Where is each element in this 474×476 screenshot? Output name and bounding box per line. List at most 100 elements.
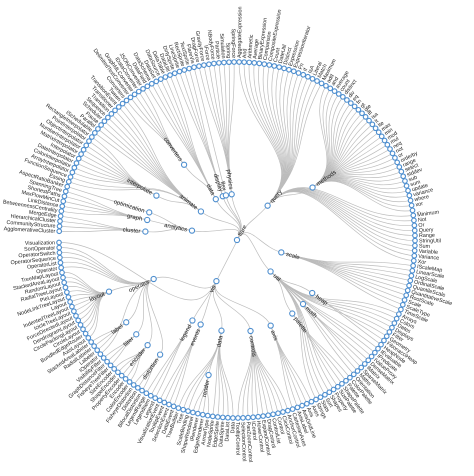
tree-leaf-node[interactable]: IScaleMap xyxy=(410,262,443,274)
tree-leaf-node[interactable]: neq xyxy=(387,140,403,152)
tree-leaf-node[interactable]: Literal xyxy=(309,61,324,82)
node-circle xyxy=(347,374,353,381)
node-circle xyxy=(58,208,65,215)
tree-branch-node[interactable]: events xyxy=(190,321,204,347)
tree-leaf-node[interactable]: IsA xyxy=(305,65,317,80)
tree-leaf-node[interactable]: xor xyxy=(408,201,424,208)
tree-leaf-node[interactable]: SelectionControl xyxy=(239,415,247,462)
tree-branch-node[interactable]: physics xyxy=(225,169,235,198)
tree-link xyxy=(59,242,217,301)
tree-leaf-node[interactable]: lte xyxy=(372,120,385,132)
tree-link xyxy=(281,252,411,282)
tree-leaf-node[interactable]: Minimum xyxy=(410,209,440,219)
tree-leaf-node[interactable]: StringUtil xyxy=(412,237,441,244)
tree-leaf-node[interactable]: variance xyxy=(406,187,434,199)
tree-branch-node[interactable]: axis xyxy=(267,322,278,342)
tree-branch-node[interactable]: interpolate xyxy=(126,178,160,199)
tree-leaf-node[interactable]: Stats xyxy=(317,394,330,414)
tree-branch-node[interactable]: data xyxy=(217,327,225,348)
tree-leaf-node[interactable]: Tree xyxy=(177,406,187,425)
tree-leaf-node[interactable]: Visualization xyxy=(25,239,62,247)
node-circle xyxy=(303,400,310,407)
tree-leaf-node[interactable]: mul xyxy=(384,136,400,148)
leaf-label: gte xyxy=(363,104,373,114)
node-circle xyxy=(101,118,108,125)
tree-leaf-node[interactable]: Layout xyxy=(50,299,73,313)
tree-leaf-node[interactable]: max xyxy=(375,122,392,136)
tree-leaf-node[interactable]: NBodyForce xyxy=(206,30,217,67)
tree-branch-node[interactable]: graph xyxy=(126,214,151,224)
tree-branch-node[interactable]: flare xyxy=(233,224,249,244)
leaf-label: NodeSprite xyxy=(206,420,216,448)
tree-branch-node[interactable]: filter xyxy=(123,331,140,349)
node-circle xyxy=(295,70,302,76)
tree-leaf-node[interactable]: Fn xyxy=(295,63,306,76)
tree-leaf-node[interactable]: lt xyxy=(369,118,380,128)
tree-branch-node[interactable]: converters xyxy=(162,137,188,168)
tree-leaf-node[interactable]: SpringForce xyxy=(230,29,237,65)
node-circle xyxy=(386,329,393,335)
tree-branch-node[interactable]: flex xyxy=(219,181,230,199)
tree-branch-node[interactable]: encoder xyxy=(129,341,151,368)
tree-leaf-node[interactable]: ArrowType xyxy=(201,412,211,446)
tree-branch-node[interactable]: layout xyxy=(89,288,113,303)
tree-leaf-node[interactable]: mod xyxy=(381,131,399,144)
tree-leaf-node[interactable]: IRenderer xyxy=(189,410,201,442)
tree-leaf-node[interactable]: Axis xyxy=(303,400,315,419)
tree-branch-node[interactable]: cluster xyxy=(122,227,149,235)
tree-leaf-node[interactable]: Sum xyxy=(412,242,431,250)
node-circle xyxy=(410,262,416,269)
tree-leaf-node[interactable]: If xyxy=(300,67,310,78)
tree-leaf-node[interactable]: iff xyxy=(362,109,374,120)
tree-leaf-node[interactable]: Query xyxy=(411,227,434,234)
tree-leaf-node[interactable]: DateUtil xyxy=(276,44,288,70)
tree-branch-node[interactable]: controls xyxy=(247,327,256,357)
tree-branch-node[interactable]: scale xyxy=(278,249,301,262)
tree-leaf-node[interactable]: or xyxy=(392,152,405,161)
tree-leaf-node[interactable]: LogScale xyxy=(408,272,438,285)
tree-leaf-node[interactable]: Match xyxy=(314,63,329,84)
tree-leaf-node[interactable]: Scale xyxy=(401,297,422,310)
tree-leaf-node[interactable]: sub xyxy=(402,175,419,184)
tree-leaf-node[interactable]: update xyxy=(405,183,429,194)
tree-leaf-node[interactable]: sum xyxy=(403,179,422,189)
tree-branch-node[interactable]: data xyxy=(205,183,219,203)
tree-leaf-node[interactable]: range xyxy=(396,158,417,170)
tree-branch-node[interactable]: analytics xyxy=(163,223,196,234)
tree-branch-node[interactable]: query xyxy=(264,189,284,209)
tree-leaf-node[interactable]: and xyxy=(327,76,340,92)
node-circle xyxy=(127,94,134,101)
tree-leaf-node[interactable]: Axes xyxy=(308,398,320,418)
node-circle xyxy=(398,168,405,175)
tree-leaf-node[interactable]: Easing xyxy=(48,173,72,185)
tree-leaf-node[interactable]: gt xyxy=(355,102,367,113)
tree-leaf-node[interactable]: div xyxy=(344,90,357,103)
tree-leaf-node[interactable]: Distinct xyxy=(281,46,294,72)
tree-leaf-node[interactable]: Filter xyxy=(386,329,404,344)
tree-leaf-node[interactable]: Sort xyxy=(322,391,334,409)
tree-branch-node[interactable]: label xyxy=(111,319,130,336)
node-circle xyxy=(411,217,417,224)
tree-leaf-node[interactable]: fn xyxy=(351,99,363,110)
tree-leaf-node[interactable]: min xyxy=(378,127,394,140)
tree-branch-node[interactable]: render xyxy=(202,371,212,398)
tree-leaf-node[interactable]: eq xyxy=(347,94,360,106)
tree-branch-node[interactable]: vis xyxy=(209,277,220,294)
tree-leaf-node[interactable]: select xyxy=(398,162,420,175)
node-circle xyxy=(391,320,398,327)
tree-branch-node[interactable]: distortion xyxy=(142,351,164,381)
tree-link xyxy=(237,330,253,418)
tree-leaf-node[interactable]: stddev xyxy=(400,167,423,180)
tree-leaf-node[interactable]: Control xyxy=(275,410,285,435)
tree-leaf-node[interactable]: TooltipControl xyxy=(234,415,241,455)
tree-leaf-node[interactable]: add xyxy=(323,73,336,89)
tree-leaf-node[interactable]: FlareVis xyxy=(185,44,197,71)
tree-branch-node[interactable]: util xyxy=(267,268,281,283)
tree-branch-node[interactable]: animate xyxy=(178,193,205,215)
tree-leaf-node[interactable]: isa xyxy=(366,112,380,124)
tree-leaf-node[interactable]: Count xyxy=(271,47,282,69)
tree-leaf-node[interactable]: not xyxy=(389,146,405,157)
tree-leaf-node[interactable]: HoverControl xyxy=(255,413,265,453)
node-circle xyxy=(185,408,191,414)
tree-leaf-node[interactable]: gte xyxy=(359,104,373,117)
